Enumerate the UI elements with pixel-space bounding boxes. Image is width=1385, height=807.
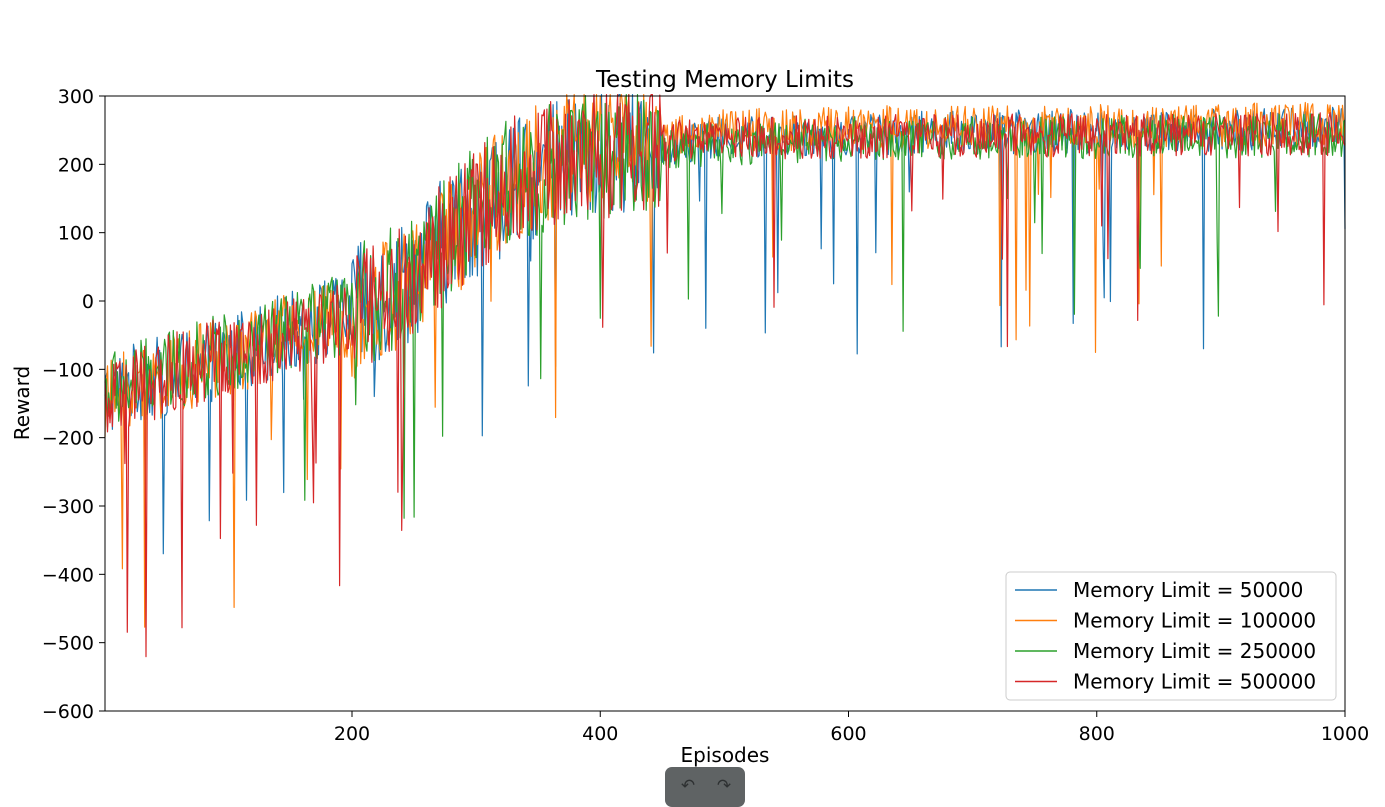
plot-frame: [104, 95, 1346, 712]
series-line-3: [104, 93, 1346, 519]
chart-title: Testing Memory Limits: [595, 67, 854, 93]
legend-items: Memory Limit = 50000 Memory Limit = 10000…: [1015, 578, 1316, 694]
legend-label: Memory Limit = 100000: [1073, 609, 1316, 633]
series-line-4: [104, 93, 1346, 658]
y-tick-label: −400: [42, 564, 94, 586]
x-tick-label: 200: [334, 723, 370, 745]
y-axis-label: Reward: [10, 366, 34, 440]
series-layer: [104, 93, 1346, 658]
legend-label: Memory Limit = 50000: [1073, 578, 1303, 602]
y-tick-label: 100: [58, 223, 94, 245]
ticks-layer: 200 400 600 800 1000−600−500−400−300−200−100…: [42, 86, 1369, 745]
legend-label: Memory Limit = 250000: [1073, 639, 1316, 663]
series-line-1: [104, 93, 1346, 555]
x-axis-label: Episodes: [681, 743, 770, 767]
undo-arrow-icon[interactable]: ↶: [680, 776, 696, 796]
y-tick-label: 200: [58, 154, 94, 176]
redo-arrow-icon[interactable]: ↷: [716, 776, 732, 796]
y-tick-label: −200: [42, 428, 94, 450]
y-tick-label: 300: [58, 86, 94, 108]
legend-box: [1005, 571, 1337, 701]
y-tick-label: −600: [42, 701, 94, 723]
x-tick-label: 600: [830, 723, 866, 745]
y-tick-label: 0: [82, 291, 94, 313]
y-tick-label: −500: [42, 633, 94, 655]
legend: Memory Limit = 50000 Memory Limit = 10000…: [1005, 571, 1337, 701]
legend-label: Memory Limit = 500000: [1073, 670, 1316, 694]
x-tick-label: 400: [582, 723, 618, 745]
history-toolbar: ↶ ↷: [665, 767, 745, 807]
y-tick-label: −100: [42, 359, 94, 381]
y-tick-label: −300: [42, 496, 94, 518]
x-tick-label: 1000: [1321, 723, 1369, 745]
x-tick-label: 800: [1079, 723, 1115, 745]
